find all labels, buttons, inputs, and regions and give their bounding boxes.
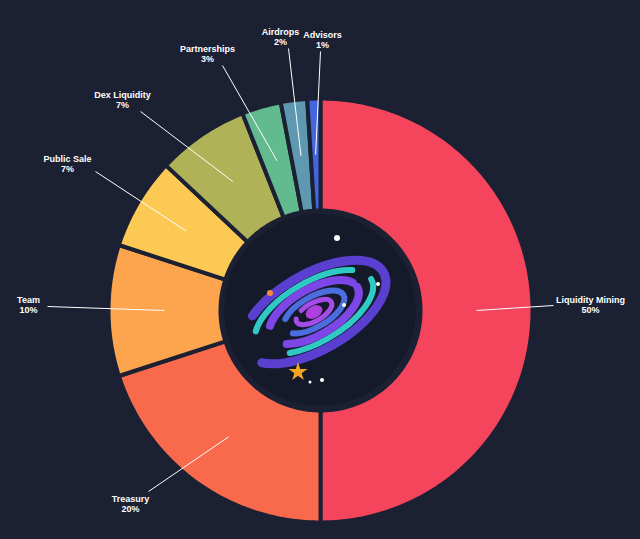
- svg-text:Airdrops2%: Airdrops2%: [262, 27, 300, 48]
- svg-text:Public Sale7%: Public Sale7%: [43, 154, 91, 175]
- svg-text:Liquidity Mining50%: Liquidity Mining50%: [556, 295, 625, 316]
- svg-text:Partnerships3%: Partnerships3%: [180, 44, 235, 65]
- svg-text:Advisors1%: Advisors1%: [303, 30, 342, 51]
- svg-text:Team10%: Team10%: [17, 295, 40, 316]
- svg-text:Dex Liquidity7%: Dex Liquidity7%: [94, 90, 151, 111]
- svg-text:Treasury20%: Treasury20%: [112, 494, 150, 515]
